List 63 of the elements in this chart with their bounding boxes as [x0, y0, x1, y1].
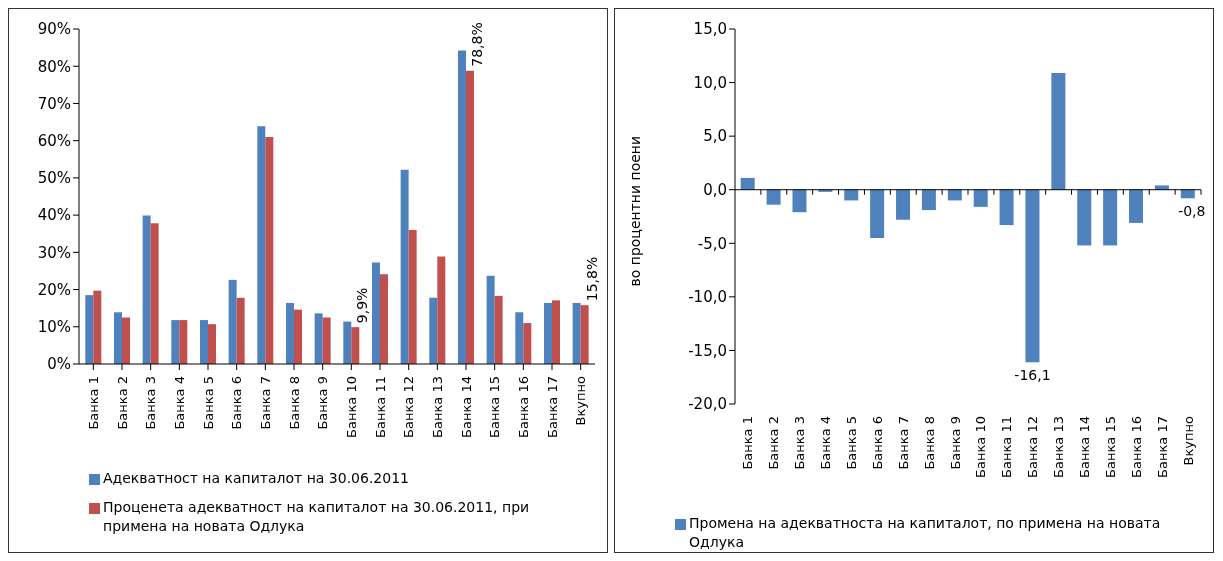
- x-tick-label: Банка 9: [315, 376, 331, 430]
- y-tick-label: -5,0: [697, 234, 727, 253]
- data-label: -0,8: [1178, 203, 1206, 220]
- data-label: 15,8%: [583, 256, 600, 302]
- y-tick-label: 10,0: [693, 73, 727, 92]
- x-tick-label: Банка 12: [401, 376, 417, 438]
- x-tick-label: Банка 7: [257, 376, 273, 430]
- x-tick-label: Банка 1: [85, 376, 101, 430]
- y-tick-label: -15,0: [688, 341, 727, 360]
- y-tick-label: 30%: [37, 243, 71, 262]
- y-tick-label: 15,0: [693, 20, 727, 39]
- y-tick-label: 40%: [37, 206, 71, 225]
- data-label: 78,8%: [468, 22, 485, 67]
- y-tick-label: 20%: [37, 280, 71, 299]
- y-tick-label: -10,0: [688, 288, 727, 307]
- y-tick-label: 0%: [47, 355, 71, 374]
- x-tick-label: Банка 12: [1025, 416, 1041, 478]
- legend-label: Проценета адекватност на капиталот на 30.06.2011, при примена на новата Одлука: [103, 498, 531, 536]
- x-tick-label: Банка 15: [487, 376, 503, 438]
- x-tick-label: Банка 2: [766, 416, 782, 470]
- x-tick-label: Банка 14: [458, 376, 474, 438]
- x-tick-label: Банка 11: [372, 376, 388, 438]
- y-tick-label: 60%: [37, 131, 71, 150]
- x-tick-label: Вкупно: [573, 375, 589, 426]
- x-tick-label: Вкупно: [1180, 415, 1196, 466]
- x-tick-label: Банка 7: [895, 416, 911, 470]
- legend-label: Промена на адекватноста на капиталот, по примена на новата Одлука: [689, 514, 1162, 552]
- x-tick-label: Банка 13: [1051, 416, 1067, 478]
- x-tick-label: Банка 8: [286, 376, 302, 430]
- y-tick-label: 80%: [37, 57, 71, 76]
- x-tick-label: Банка 3: [143, 376, 159, 430]
- x-tick-label: Банка 1: [740, 416, 756, 470]
- x-tick-label: Банка 17: [1154, 416, 1170, 478]
- x-tick-label: Банка 6: [229, 376, 245, 430]
- x-tick-label: Банка 10: [343, 376, 359, 438]
- x-tick-label: Банка 4: [171, 376, 187, 430]
- data-label: -16,1: [1014, 367, 1051, 384]
- y-tick-label: 70%: [37, 94, 71, 113]
- x-tick-label: Банка 2: [114, 376, 130, 430]
- x-tick-label: Банка 5: [200, 376, 216, 430]
- x-tick-label: Банка 10: [973, 416, 989, 478]
- x-tick-label: Банка 15: [1102, 416, 1118, 478]
- data-label: 9,9%: [354, 287, 371, 324]
- y-axis-title: во процентни поени: [626, 135, 643, 287]
- x-tick-label: Банка 16: [515, 376, 531, 438]
- x-tick-label: Банка 11: [999, 416, 1015, 478]
- x-tick-label: Банка 9: [947, 416, 963, 470]
- x-tick-label: Банка 17: [544, 376, 560, 438]
- y-tick-label: 10%: [37, 318, 71, 337]
- x-tick-label: Банка 8: [921, 416, 937, 470]
- y-tick-label: -20,0: [688, 395, 727, 414]
- x-tick-label: Банка 16: [1128, 416, 1144, 478]
- y-tick-label: 50%: [37, 169, 71, 188]
- x-tick-label: Банка 6: [869, 416, 885, 470]
- y-tick-label: 0,0: [703, 181, 727, 200]
- y-tick-label: 90%: [37, 20, 71, 39]
- legend-label: Адекватност на капиталот на 30.06.2011: [103, 469, 409, 488]
- x-tick-label: Банка 3: [792, 416, 808, 470]
- x-tick-label: Банка 14: [1077, 416, 1092, 478]
- x-tick-label: Банка 5: [844, 416, 859, 470]
- x-tick-label: Банка 13: [429, 376, 445, 438]
- y-tick-label: 5,0: [703, 127, 727, 146]
- x-tick-label: Банка 4: [818, 416, 834, 470]
